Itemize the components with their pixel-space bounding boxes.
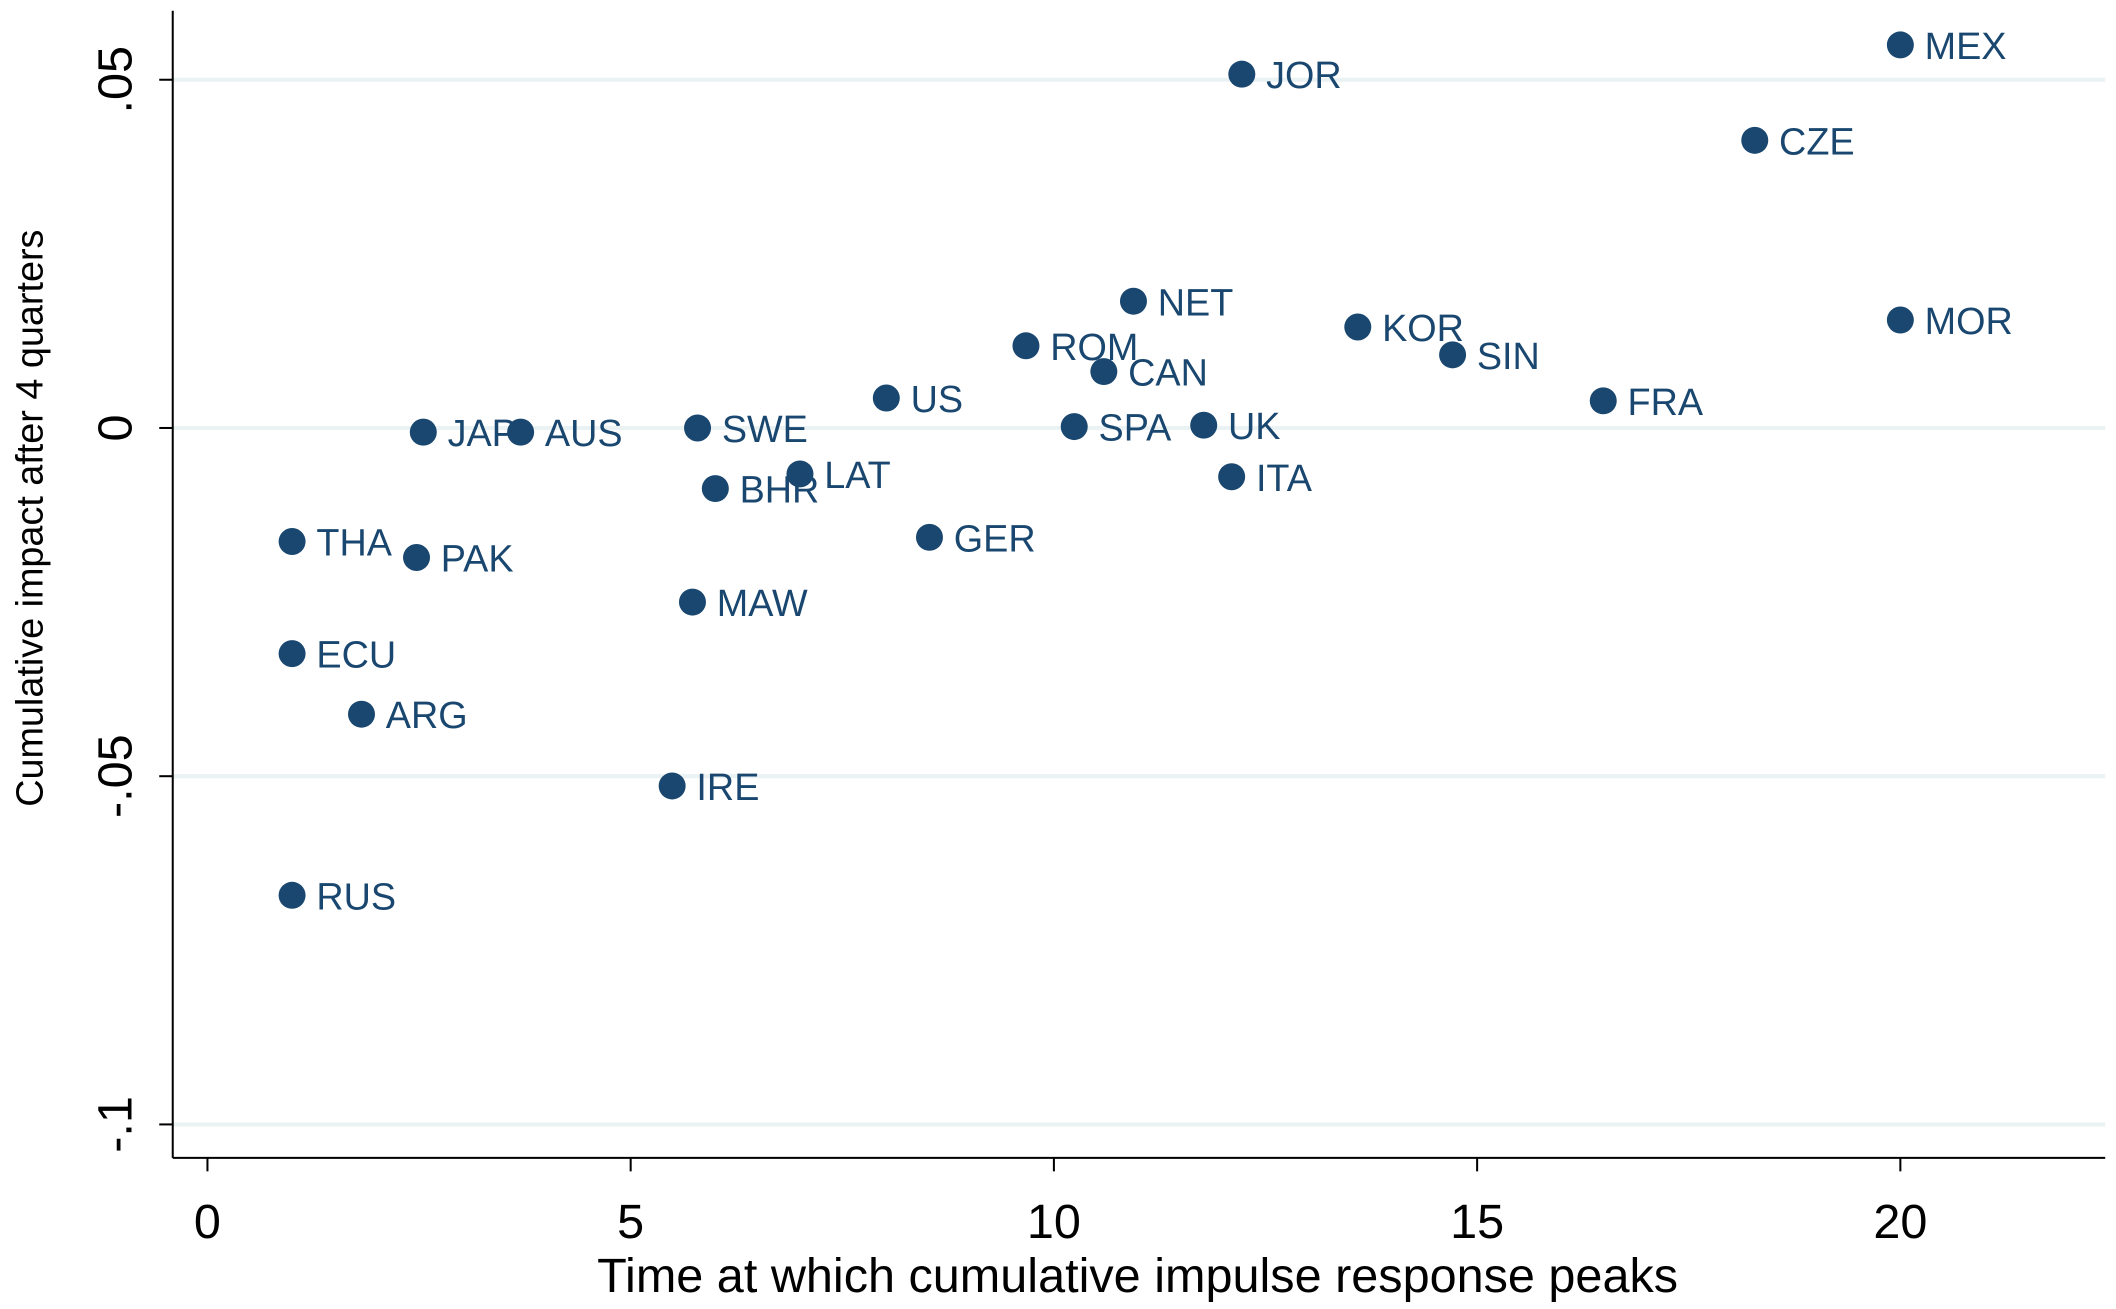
point-label: PAK [441,539,514,581]
point-label: SIN [1477,336,1540,378]
point-label: LAT [824,455,890,497]
x-tick-label: 5 [617,1195,644,1249]
point [1218,463,1246,491]
point [678,588,706,616]
y-tick-label: 0 [89,414,143,441]
point [1886,31,1914,59]
x-tick-label: 0 [194,1195,221,1249]
point [1439,341,1467,369]
point-label: JAP [448,413,517,455]
point-label: SPA [1099,408,1173,450]
point-label: BHR [740,470,820,512]
point [701,475,729,503]
point [409,418,437,446]
point-label: CZE [1779,121,1855,163]
point [1589,387,1617,415]
point [872,384,900,412]
point-label: NET [1158,282,1234,324]
point [403,544,431,572]
point-label: MAW [717,583,808,625]
point-label: MOR [1925,301,2013,343]
point-label: US [911,379,963,421]
point [1886,306,1914,334]
point [1344,313,1372,341]
point-label: SWE [722,409,808,451]
point [1060,413,1088,441]
point [684,414,712,442]
point-label: RUS [316,876,396,918]
point [1228,60,1256,88]
x-axis-title: Time at which cumulative impulse respons… [597,1249,1678,1303]
x-tick-label: 20 [1873,1195,1927,1249]
point-label: UK [1228,406,1280,448]
point [278,640,306,668]
y-tick-label: -.05 [89,734,143,818]
point [658,772,686,800]
point [507,418,535,446]
point-label: ECU [316,635,396,677]
y-tick-label: -.1 [89,1096,143,1153]
point [348,700,375,728]
x-tick-label: 10 [1027,1195,1081,1249]
x-tick-label: 15 [1450,1195,1504,1249]
point [915,523,943,551]
y-axis-title: Cumulative impact after 4 quarters [9,230,51,807]
point-label: MEX [1925,26,2007,68]
point [278,527,306,555]
point [1090,358,1118,386]
y-tick-label: .05 [89,46,143,114]
point-label: IRE [696,767,759,809]
point-label: FRA [1628,382,1704,424]
point-label: ROM [1050,327,1138,369]
point-label: GER [954,518,1036,560]
point [1119,287,1147,315]
point-label: ITA [1256,458,1313,500]
point [1741,126,1769,154]
point [786,460,814,488]
point [278,881,306,909]
point-label: JOR [1266,55,1342,97]
point-label: THA [316,523,392,565]
point-label: ARG [386,695,468,737]
point [1012,332,1040,360]
point-label: CAN [1128,353,1208,395]
point-label: AUS [545,413,623,455]
point [1190,411,1218,439]
